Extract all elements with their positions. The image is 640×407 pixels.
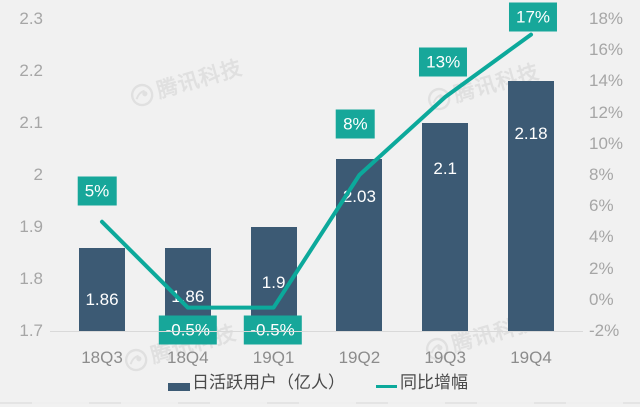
legend-label-dau: 日活跃用户（亿人） bbox=[192, 373, 345, 392]
bar-value-label: 2.1 bbox=[433, 159, 457, 178]
x-axis-label-18Q4: 18Q4 bbox=[167, 348, 209, 367]
bar-19Q4: 2.18 bbox=[508, 81, 554, 331]
line-point-label: 5% bbox=[77, 176, 117, 206]
left-axis-tick: 1.8 bbox=[19, 269, 43, 288]
bar-19Q1: 1.9 bbox=[250, 227, 297, 331]
bar-value-label: 2.18 bbox=[514, 124, 548, 144]
x-axis-label-18Q3: 18Q3 bbox=[81, 348, 123, 367]
right-axis-tick: 2% bbox=[589, 258, 614, 278]
right-axis-tick: -2% bbox=[589, 321, 620, 340]
bar-value-label: 2.03 bbox=[342, 187, 376, 207]
bar-19Q2: 2.03 bbox=[336, 159, 383, 331]
right-axis-tick: 10% bbox=[589, 133, 624, 153]
bar-value-label: 1.86 bbox=[85, 289, 119, 309]
line-point-label: -0.5% bbox=[243, 315, 302, 345]
left-axis-tick: 1.7 bbox=[19, 321, 43, 340]
left-axis-tick: 2.1 bbox=[19, 113, 43, 132]
bottom-grid-edge bbox=[0, 402, 640, 404]
right-axis-tick: 4% bbox=[589, 227, 614, 247]
right-axis-tick: 12% bbox=[589, 102, 624, 122]
line-point-label: 8% bbox=[336, 109, 375, 139]
x-axis-label-19Q1: 19Q1 bbox=[252, 348, 295, 367]
right-axis-tick: 6% bbox=[589, 196, 614, 216]
x-axis-label-19Q4: 19Q4 bbox=[510, 348, 552, 367]
left-axis-tick: 1.9 bbox=[19, 217, 43, 236]
line-point-label: 17% bbox=[508, 2, 558, 32]
right-axis-tick: 14% bbox=[589, 71, 624, 91]
right-axis-tick: 0% bbox=[589, 289, 614, 309]
x-axis-line bbox=[50, 331, 583, 332]
line-point-label: 13% bbox=[419, 47, 468, 77]
legend-bar-swatch bbox=[168, 383, 190, 391]
bar-19Q3: 2.1 bbox=[422, 123, 469, 331]
left-axis-tick: 2 bbox=[33, 165, 43, 184]
left-axis-tick: 2.2 bbox=[19, 61, 43, 80]
legend-label-growth: 同比增幅 bbox=[400, 373, 468, 392]
growth-line bbox=[100, 32, 533, 310]
left-axis-tick: 2.3 bbox=[19, 9, 43, 28]
legend-line-swatch bbox=[376, 385, 397, 388]
bar-value-label: 1.9 bbox=[261, 273, 286, 292]
x-axis-label-19Q3: 19Q3 bbox=[424, 348, 466, 367]
right-axis-tick: 16% bbox=[589, 40, 624, 60]
x-axis-label-19Q2: 19Q2 bbox=[338, 348, 381, 367]
line-point-label: -0.5% bbox=[158, 315, 218, 345]
right-axis-tick: 8% bbox=[589, 165, 614, 184]
bar-18Q3: 1.86 bbox=[79, 247, 125, 331]
right-axis-tick: 18% bbox=[589, 9, 624, 28]
